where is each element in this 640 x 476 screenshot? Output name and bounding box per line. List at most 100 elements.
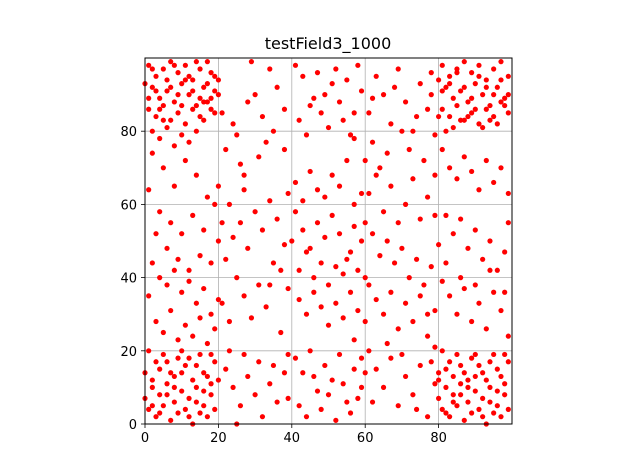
- data-point: [171, 99, 177, 105]
- data-point: [491, 410, 497, 416]
- data-point: [498, 165, 504, 171]
- data-point: [476, 73, 482, 79]
- axis-ticks: 0 20 40 60 80 0 20 40 60 80: [120, 125, 446, 446]
- data-point: [212, 110, 218, 116]
- data-point: [157, 106, 163, 112]
- data-point: [318, 406, 324, 412]
- data-point: [454, 351, 460, 358]
- data-point: [245, 245, 251, 251]
- data-point: [175, 337, 181, 343]
- data-point: [212, 406, 218, 412]
- data-point: [193, 128, 199, 134]
- data-point: [450, 124, 456, 131]
- data-point: [193, 399, 199, 405]
- data-point: [149, 377, 155, 383]
- data-point: [201, 388, 207, 394]
- data-point: [443, 410, 449, 416]
- data-point: [373, 366, 379, 372]
- data-point: [270, 128, 277, 134]
- data-point: [469, 70, 475, 76]
- data-point: [292, 355, 299, 361]
- data-point: [318, 110, 324, 116]
- data-point: [369, 399, 376, 405]
- data-point: [498, 307, 504, 314]
- data-point: [443, 384, 449, 390]
- data-point: [149, 384, 155, 390]
- data-point: [443, 84, 449, 90]
- data-point: [417, 293, 423, 299]
- data-point: [292, 209, 299, 215]
- data-point: [252, 92, 258, 98]
- data-point: [212, 326, 218, 332]
- data-point: [223, 146, 229, 153]
- data-point: [447, 73, 453, 79]
- data-point: [193, 102, 199, 109]
- data-point: [428, 70, 434, 76]
- data-point: [461, 117, 467, 123]
- data-point: [292, 62, 299, 68]
- data-point: [461, 417, 467, 423]
- data-point: [395, 220, 401, 226]
- data-point: [164, 88, 170, 94]
- data-point: [190, 88, 196, 94]
- data-point: [300, 198, 306, 204]
- data-point: [469, 110, 475, 116]
- data-point: [186, 139, 192, 145]
- data-point: [171, 384, 177, 390]
- data-point: [494, 388, 500, 394]
- data-point: [432, 132, 438, 138]
- data-point: [164, 245, 170, 251]
- data-point: [325, 124, 332, 131]
- data-point: [487, 267, 493, 273]
- data-point: [146, 187, 152, 193]
- data-point: [399, 351, 405, 358]
- data-point: [483, 77, 489, 83]
- data-point: [153, 359, 159, 365]
- data-point: [226, 201, 233, 207]
- y-tick-label: 40: [120, 272, 137, 287]
- data-point: [472, 81, 478, 87]
- data-point: [439, 348, 445, 354]
- data-point: [454, 102, 460, 109]
- data-point: [193, 384, 199, 390]
- data-point: [248, 315, 255, 321]
- data-point: [146, 95, 152, 101]
- data-point: [274, 399, 280, 405]
- data-point: [436, 77, 442, 83]
- data-point: [406, 146, 412, 153]
- data-point: [259, 227, 266, 233]
- data-point: [179, 81, 185, 87]
- data-point: [186, 414, 192, 420]
- data-point: [465, 399, 471, 405]
- data-point: [450, 399, 456, 405]
- data-point: [351, 223, 357, 229]
- data-point: [168, 59, 174, 65]
- data-point: [179, 132, 185, 138]
- data-point: [274, 216, 280, 222]
- data-point: [241, 172, 247, 178]
- data-point: [248, 59, 255, 65]
- data-point: [164, 381, 170, 387]
- data-point: [160, 117, 166, 123]
- data-point: [168, 307, 174, 314]
- data-point: [208, 351, 214, 358]
- data-point: [366, 348, 372, 354]
- data-point: [267, 381, 273, 387]
- data-point: [476, 62, 482, 68]
- data-point: [472, 282, 478, 288]
- data-point: [175, 110, 181, 116]
- data-point: [505, 110, 511, 116]
- data-point: [454, 176, 460, 182]
- data-point: [443, 366, 449, 372]
- data-point: [487, 359, 493, 365]
- data-point: [476, 406, 482, 412]
- data-point: [311, 289, 317, 295]
- data-point: [347, 289, 354, 295]
- data-point: [402, 201, 409, 207]
- data-point: [252, 392, 258, 398]
- data-point: [171, 267, 177, 273]
- data-point: [454, 403, 460, 409]
- data-point: [432, 172, 438, 178]
- data-point: [168, 84, 174, 90]
- data-point: [303, 414, 310, 420]
